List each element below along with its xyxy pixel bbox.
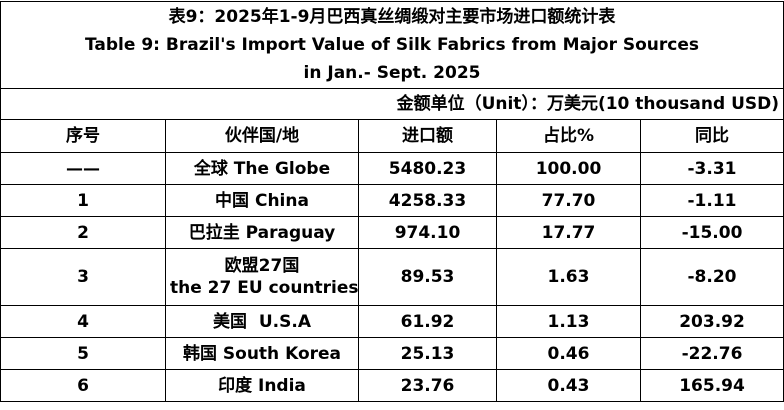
header-cell: 进口额 (358, 119, 497, 153)
data-cell: 0.43 (496, 369, 641, 402)
data-cell: 印度 India (165, 369, 359, 402)
data-cell: 0.46 (496, 337, 641, 370)
header-cell: 序号 (0, 119, 166, 153)
data-cell: 1 (0, 184, 166, 217)
data-cell: 2 (0, 216, 166, 249)
data-cell: 1.63 (496, 248, 641, 306)
data-row: 3 欧盟27国 the 27 EU countries 89.53 1.63 -8.20 (0, 248, 784, 306)
data-row: 2 巴拉圭 Paraguay 974.10 17.77 -15.00 (0, 216, 784, 249)
header-cell: 伙伴国/地 (165, 119, 359, 153)
unit-row: 金额单位（Unit）：万美元(10 thousand USD) (0, 88, 784, 120)
data-cell: 25.13 (358, 337, 497, 370)
data-cell: 165.94 (639, 369, 784, 402)
data-row: 4 美国 U.S.A 61.92 1.13 203.92 (0, 305, 784, 338)
header-row: 序号 伙伴国/地 进口额 占比% 同比 (0, 119, 784, 153)
data-cell: -8.20 (639, 248, 784, 306)
data-cell: 3 (0, 248, 166, 306)
data-cell: 全球 The Globe (165, 152, 359, 185)
data-row: 1 中国 China 4258.33 77.70 -1.11 (0, 184, 784, 217)
header-cell: 同比 (639, 119, 784, 153)
data-cell: 韩国 South Korea (165, 337, 359, 370)
data-cell: 23.76 (358, 369, 497, 402)
data-cell: 77.70 (496, 184, 641, 217)
data-cell: 203.92 (639, 305, 784, 338)
data-cell: 5 (0, 337, 166, 370)
data-cell: 1.13 (496, 305, 641, 338)
title-cell: 表9：2025年1-9月巴西真丝绸缎对主要市场进口额统计表 Table 9: Br… (0, 1, 784, 89)
title-line: Table 9: Brazil's Import Value of Silk F… (85, 35, 699, 55)
data-cell: -15.00 (639, 216, 784, 249)
data-cell: 欧盟27国 the 27 EU countries (165, 248, 359, 306)
data-cell: 61.92 (358, 305, 497, 338)
title-row: 表9：2025年1-9月巴西真丝绸缎对主要市场进口额统计表 Table 9: Br… (0, 1, 784, 89)
data-cell: 89.53 (358, 248, 497, 306)
data-row: 5 韩国 South Korea 25.13 0.46 -22.76 (0, 337, 784, 370)
data-row: 6 印度 India 23.76 0.43 165.94 (0, 369, 784, 402)
title-line: in Jan.- Sept. 2025 (303, 63, 481, 83)
data-cell: -3.31 (639, 152, 784, 185)
data-cell: 5480.23 (358, 152, 497, 185)
data-row: —— 全球 The Globe 5480.23 100.00 -3.31 (0, 152, 784, 185)
data-cell: -1.11 (639, 184, 784, 217)
cell-line: 欧盟27国 (224, 256, 300, 276)
cell-line: the 27 EU countries (170, 278, 359, 298)
unit-cell: 金额单位（Unit）：万美元(10 thousand USD) (0, 88, 784, 120)
data-cell: —— (0, 152, 166, 185)
data-cell: 17.77 (496, 216, 641, 249)
data-cell: 6 (0, 369, 166, 402)
title-line: 表9：2025年1-9月巴西真丝绸缎对主要市场进口额统计表 (168, 7, 616, 27)
data-cell: 974.10 (358, 216, 497, 249)
data-cell: -22.76 (639, 337, 784, 370)
import-table: 表9：2025年1-9月巴西真丝绸缎对主要市场进口额统计表 Table 9: Br… (0, 1, 784, 402)
data-cell: 100.00 (496, 152, 641, 185)
table-body: 表9：2025年1-9月巴西真丝绸缎对主要市场进口额统计表 Table 9: Br… (0, 1, 784, 402)
data-cell: 4 (0, 305, 166, 338)
data-cell: 美国 U.S.A (165, 305, 359, 338)
header-cell: 占比% (496, 119, 641, 153)
data-cell: 巴拉圭 Paraguay (165, 216, 359, 249)
data-cell: 4258.33 (358, 184, 497, 217)
data-cell: 中国 China (165, 184, 359, 217)
